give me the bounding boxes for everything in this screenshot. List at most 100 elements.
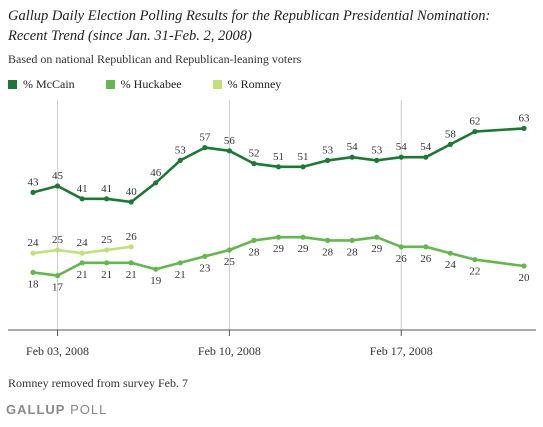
data-label-mccain-17: 58 <box>445 128 457 140</box>
data-point-mccain-12 <box>325 157 331 163</box>
data-label-huckabee-6: 21 <box>175 269 186 281</box>
legend-item-romney: % Romney <box>212 77 282 92</box>
data-label-mccain-14: 53 <box>371 144 383 156</box>
data-label-huckabee-15: 26 <box>396 253 408 265</box>
data-point-huckabee-17 <box>447 250 453 256</box>
x-tick-label-1: Feb 10, 2008 <box>198 344 261 358</box>
data-label-huckabee-13: 28 <box>347 246 359 258</box>
legend-label-romney: % Romney <box>227 77 282 91</box>
data-point-mccain-11 <box>300 164 306 170</box>
data-point-romney-2 <box>79 250 85 256</box>
series-line-huckabee <box>31 235 526 277</box>
data-point-huckabee-3 <box>104 260 110 266</box>
data-point-mccain-8 <box>226 148 232 154</box>
data-label-mccain-10: 51 <box>273 151 284 163</box>
legend-swatch-huckabee <box>105 80 115 89</box>
data-point-mccain-15 <box>398 154 404 160</box>
data-label-mccain-15: 54 <box>396 141 408 153</box>
line-chart: Feb 03, 2008 Feb 10, 2008 Feb 17, 2008 43 45… <box>8 100 536 358</box>
data-point-mccain-18 <box>472 129 478 135</box>
brand-strong: GALLUP <box>6 402 66 417</box>
data-point-mccain-4 <box>128 199 134 205</box>
chart-title: Gallup Daily Election Polling Results fo… <box>8 6 538 46</box>
data-label-huckabee-12: 28 <box>322 246 334 258</box>
data-label-huckabee-8: 25 <box>224 256 236 268</box>
chart-title-line-2: Recent Trend (since Jan. 31-Feb. 2, 2008… <box>8 28 252 44</box>
data-point-mccain-17 <box>447 141 453 147</box>
data-label-huckabee-1: 17 <box>52 282 64 294</box>
data-label-mccain-16: 54 <box>420 141 432 153</box>
legend-item-mccain: % McCain <box>8 77 75 92</box>
data-point-mccain-14 <box>374 157 380 163</box>
data-label-mccain-13: 54 <box>347 141 359 153</box>
data-label-mccain-20: 63 <box>519 112 531 124</box>
x-tick-label-0: Feb 03, 2008 <box>26 344 89 358</box>
data-point-mccain-3 <box>104 196 110 202</box>
data-label-mccain-6: 53 <box>175 144 187 156</box>
data-point-mccain-2 <box>79 196 85 202</box>
data-point-romney-1 <box>54 247 61 253</box>
data-point-huckabee-14 <box>374 234 380 240</box>
data-point-huckabee-9 <box>251 237 257 243</box>
data-point-mccain-16 <box>423 154 429 160</box>
data-point-huckabee-2 <box>79 260 85 266</box>
data-point-huckabee-16 <box>423 244 429 250</box>
gallup-poll-logo: GALLUP POLL <box>6 402 107 417</box>
data-point-huckabee-12 <box>325 237 331 243</box>
legend-item-huckabee: % Huckabee <box>105 77 182 92</box>
data-label-mccain-1: 45 <box>52 170 64 182</box>
legend-label-huckabee: % Huckabee <box>120 77 182 91</box>
data-point-mccain-6 <box>177 157 183 163</box>
data-label-huckabee-9: 28 <box>248 246 260 258</box>
data-label-mccain-5: 46 <box>150 167 162 179</box>
data-label-huckabee-14: 29 <box>371 243 383 255</box>
data-label-huckabee-2: 21 <box>77 269 88 281</box>
data-label-huckabee-16: 26 <box>420 253 432 265</box>
data-label-romney-1: 25 <box>52 234 64 246</box>
data-label-mccain-11: 51 <box>298 151 309 163</box>
data-point-romney-3 <box>104 247 110 253</box>
data-label-huckabee-10: 29 <box>273 243 285 255</box>
data-point-mccain-1 <box>54 183 61 189</box>
data-label-mccain-0: 43 <box>28 176 40 188</box>
data-label-mccain-8: 56 <box>224 135 236 147</box>
data-point-romney-4 <box>128 244 134 250</box>
footnote: Romney removed from survey Feb. 7 <box>8 376 188 390</box>
data-point-romney-0 <box>30 250 36 256</box>
data-label-romney-0: 24 <box>28 237 40 249</box>
data-label-huckabee-3: 21 <box>101 269 112 281</box>
data-label-mccain-7: 57 <box>199 132 211 144</box>
data-label-mccain-12: 53 <box>322 144 334 156</box>
data-point-huckabee-1 <box>54 273 61 279</box>
data-point-mccain-5 <box>153 180 159 186</box>
data-label-huckabee-4: 21 <box>126 269 137 281</box>
data-point-huckabee-20 <box>521 263 527 269</box>
x-tick-label-2: Feb 17, 2008 <box>370 344 433 358</box>
data-point-huckabee-6 <box>177 260 183 266</box>
data-label-huckabee-5: 19 <box>150 275 162 287</box>
data-label-mccain-4: 40 <box>126 186 138 198</box>
data-label-romney-3: 25 <box>101 234 113 246</box>
data-label-huckabee-7: 23 <box>199 262 211 274</box>
legend-swatch-romney <box>212 80 222 89</box>
data-label-mccain-18: 62 <box>469 116 480 128</box>
data-point-huckabee-5 <box>153 266 159 272</box>
data-label-huckabee-17: 24 <box>445 259 457 271</box>
data-point-huckabee-18 <box>472 257 478 263</box>
data-label-huckabee-20: 20 <box>519 272 531 284</box>
data-point-huckabee-10 <box>275 234 282 240</box>
chart-legend: % McCain % Huckabee % Romney <box>8 77 309 93</box>
data-point-huckabee-11 <box>300 234 306 240</box>
data-label-romney-2: 24 <box>77 237 89 249</box>
data-point-mccain-10 <box>275 164 282 170</box>
data-point-mccain-7 <box>202 145 208 151</box>
data-point-huckabee-15 <box>398 244 404 250</box>
data-label-huckabee-0: 18 <box>28 278 40 290</box>
series-line-mccain <box>31 127 526 204</box>
data-label-mccain-9: 52 <box>248 148 259 160</box>
legend-label-mccain: % McCain <box>23 77 75 91</box>
legend-swatch-mccain <box>8 80 17 89</box>
data-point-mccain-0 <box>30 189 36 195</box>
chart-title-line-1: Gallup Daily Election Polling Results fo… <box>8 8 491 24</box>
data-point-huckabee-8 <box>226 247 232 253</box>
